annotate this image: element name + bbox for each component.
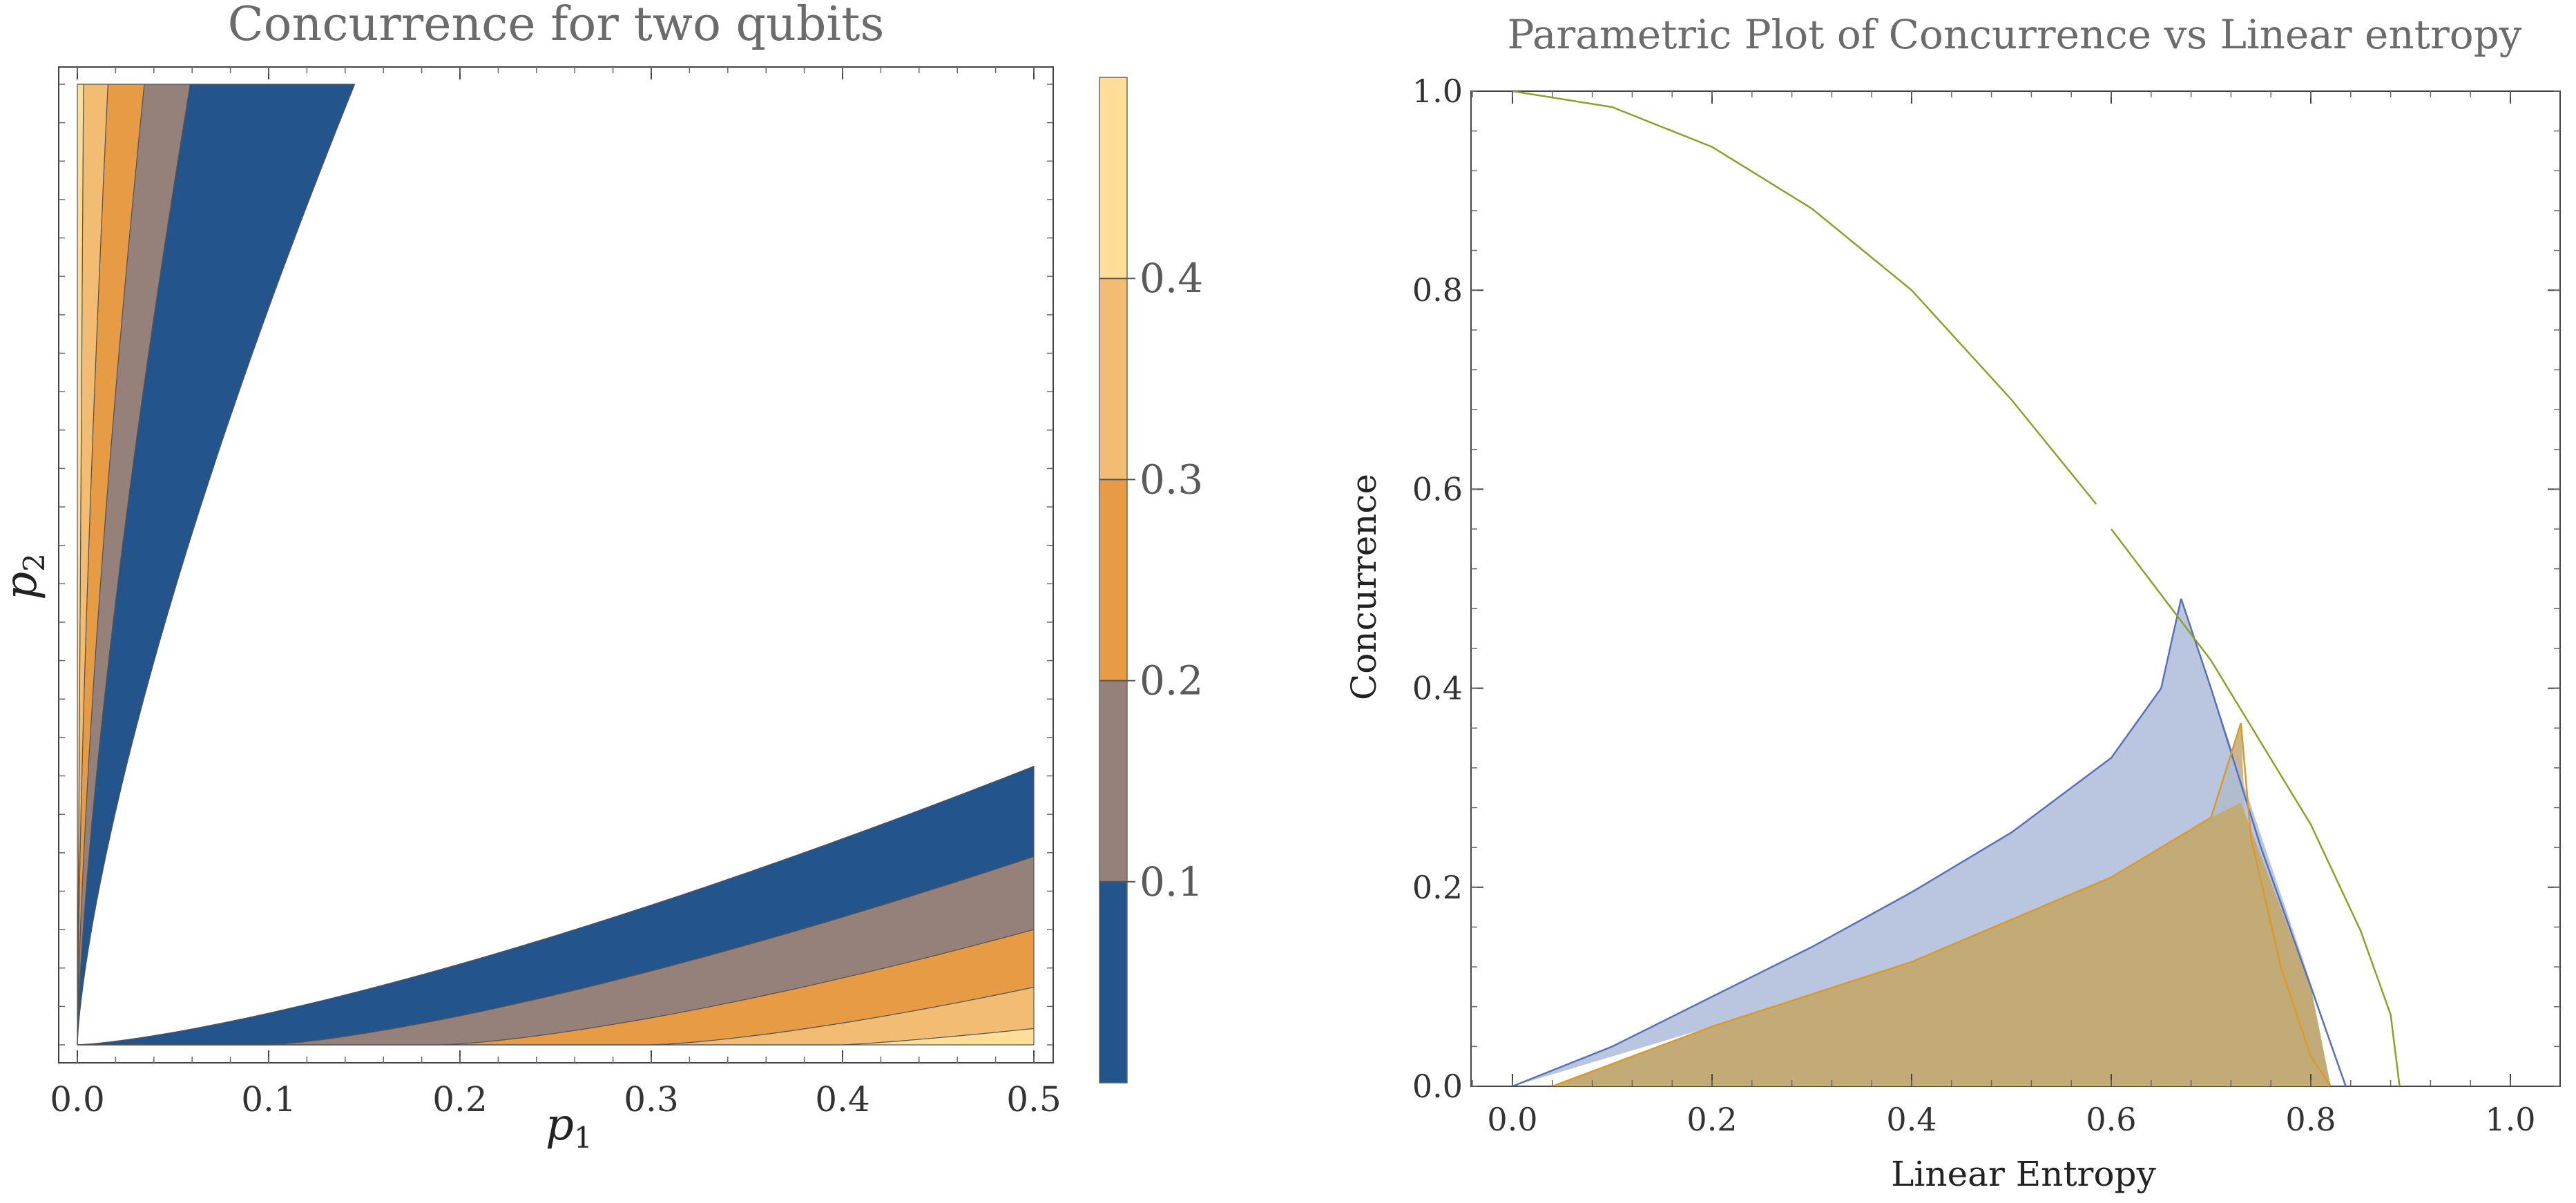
- parametric-title: Parametric Plot of Concurrence vs Linear…: [1507, 11, 2521, 58]
- orange-right-edge: [2240, 722, 2332, 1086]
- parametric-y-tick-label: 0.4: [1412, 670, 1463, 707]
- colorbar-band-0.2-0.3: [1099, 479, 1127, 681]
- contour-x-label: p1: [546, 1099, 593, 1155]
- parametric-plot-area: [1512, 91, 2401, 1086]
- contour-x-label-main: p: [546, 1099, 574, 1151]
- green-curve-lower: [2111, 528, 2401, 1086]
- parametric-y-label: Concurrence: [1344, 474, 1384, 700]
- contour-y-label-main: p: [0, 572, 47, 600]
- colorbar-tick-label: 0.4: [1140, 255, 1203, 302]
- blue-right-edge: [2180, 598, 2347, 1086]
- contour-x-tick-label: 0.2: [432, 1079, 488, 1119]
- lower-lobe-band-0.4-0.5: [77, 1028, 1035, 1046]
- blue-upper-edge: [1512, 598, 2182, 1086]
- colorbar-band-0.4-0.5: [1099, 77, 1127, 279]
- contour-chart: Concurrence for two qubits 0.0 0.1 0.2 0.3 0…: [0, 0, 1061, 1155]
- parametric-y-tick-label: 0.8: [1412, 271, 1463, 309]
- contour-title: Concurrence for two qubits: [228, 0, 885, 52]
- parametric-x-tick-label: 0.8: [2285, 1101, 2336, 1138]
- parametric-chart: Parametric Plot of Concurrence vs Linear…: [1344, 11, 2561, 1194]
- parametric-x-tick-label: 0.4: [1886, 1101, 1936, 1138]
- colorbar: 0.1 0.2 0.3 0.4: [1099, 77, 1203, 1084]
- parametric-y-tick-label: 0.0: [1412, 1068, 1463, 1105]
- colorbar-tick-label: 0.1: [1140, 858, 1203, 905]
- colorbar-band-0.1-0.2: [1099, 680, 1127, 882]
- parametric-y-tick-label: 0.2: [1412, 869, 1463, 906]
- contour-plot-area: [77, 84, 1035, 1046]
- parametric-y-tick-label: 1.0: [1412, 73, 1463, 110]
- contour-y-label: p2: [0, 553, 51, 600]
- contour-x-label-sub: 1: [574, 1121, 593, 1155]
- colorbar-tick-label: 0.2: [1140, 657, 1203, 704]
- contour-x-tick-label: 0.3: [624, 1079, 679, 1119]
- colorbar-band-0-0.1: [1099, 881, 1127, 1083]
- contour-x-tick-label: 0.5: [1006, 1079, 1061, 1119]
- parametric-x-tick-label: 0.2: [1686, 1101, 1737, 1138]
- colorbar-frame: [1099, 77, 1128, 1084]
- parametric-axes: 0.0 0.2 0.4 0.6 0.8 1.0 0.0 0.2 0.4 0.6 0.8 1.0: [1412, 73, 2560, 1138]
- parametric-x-label: Linear Entropy: [1891, 1154, 2156, 1194]
- parametric-y-tick-label: 0.6: [1412, 470, 1463, 508]
- green-curve-upper: [1512, 91, 2097, 505]
- contour-x-axis: 0.0 0.1 0.2 0.3 0.4 0.5: [50, 67, 1061, 1119]
- contour-x-tick-label: 0.1: [241, 1079, 296, 1119]
- contour-x-tick-label: 0.4: [815, 1079, 870, 1119]
- parametric-x-tick-label: 1.0: [2485, 1101, 2535, 1138]
- colorbar-tick-label: 0.3: [1140, 456, 1203, 503]
- parametric-x-tick-label: 0.6: [2086, 1101, 2136, 1138]
- colorbar-band-0.3-0.4: [1099, 278, 1127, 480]
- contour-x-tick-label: 0.0: [50, 1079, 105, 1119]
- parametric-x-tick-label: 0.0: [1487, 1101, 1537, 1138]
- orange-upper-edge: [1552, 722, 2242, 1086]
- upper-lobe-band-0.4-0.5: [77, 84, 84, 1046]
- contour-y-label-sub: 2: [17, 553, 51, 572]
